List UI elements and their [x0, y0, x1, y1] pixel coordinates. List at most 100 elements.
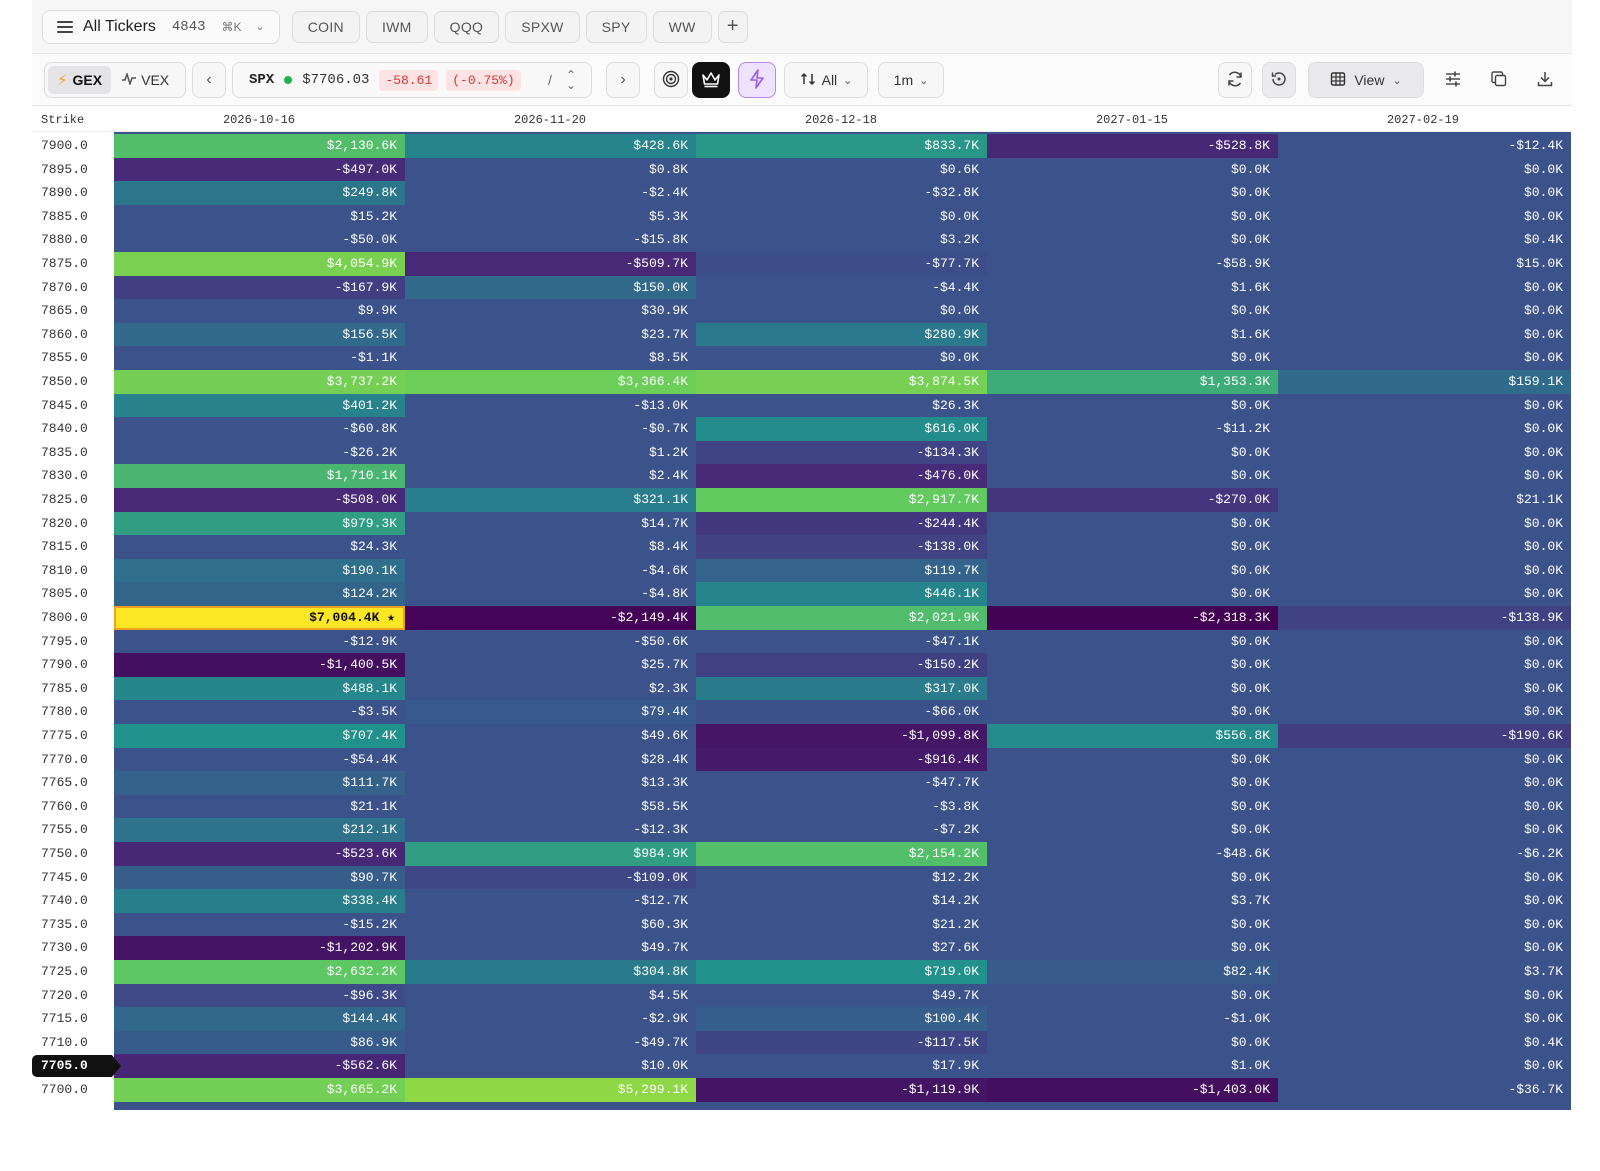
- heatmap-cell[interactable]: -$509.7K: [405, 252, 696, 276]
- table-row[interactable]: 7845.0 $401.2K -$13.0K $26.3K $0.0K $0.0K: [32, 393, 1572, 418]
- heatmap-cell[interactable]: -$13.0K: [405, 393, 696, 418]
- heatmap-cell[interactable]: $124.2K: [114, 582, 405, 607]
- heatmap-cell[interactable]: $100.4K: [696, 1007, 987, 1032]
- table-row[interactable]: 7875.0 $4,054.9K -$509.7K -$77.7K -$58.9K $15…: [32, 252, 1572, 276]
- king-node-cell[interactable]: $7,004.4K ★: [114, 606, 405, 630]
- heatmap-cell[interactable]: -$2.4K: [405, 181, 696, 206]
- heatmap-cell[interactable]: $4.5K: [405, 983, 696, 1008]
- heatmap-cell[interactable]: $0.0K: [987, 794, 1278, 819]
- table-row[interactable]: 7830.0 $1,710.1K $2.4K -$476.0K $0.0K $0.0K: [32, 464, 1572, 489]
- heatmap-cell[interactable]: -$66.0K: [696, 700, 987, 725]
- heatmap-cell[interactable]: $15.2K: [114, 204, 405, 229]
- heatmap-cell[interactable]: $5.3K: [405, 204, 696, 229]
- heatmap-cell[interactable]: $17.9K: [696, 1054, 987, 1079]
- heatmap-cell[interactable]: -$4.4K: [696, 275, 987, 300]
- heatmap-cell[interactable]: $0.0K: [987, 346, 1278, 371]
- gex-toggle[interactable]: ⚡ GEX: [48, 66, 112, 94]
- heatmap-cell[interactable]: $1,710.1K: [114, 464, 405, 489]
- heatmap-cell[interactable]: -$1.0K: [987, 1007, 1278, 1032]
- heatmap-cell[interactable]: -$109.0K: [405, 865, 696, 890]
- table-row[interactable]: 7700.0 $3,665.2K $5,299.1K -$1,119.9K -$1,40…: [32, 1078, 1572, 1102]
- heatmap-cell[interactable]: $0.0K: [1278, 912, 1571, 937]
- expiration-header[interactable]: 2026-12-18: [804, 113, 877, 127]
- previous-button[interactable]: ‹: [192, 62, 226, 98]
- table-row[interactable]: 7715.0 $144.4K -$2.9K $100.4K -$1.0K $0.0K: [32, 1007, 1572, 1032]
- heatmap-cell[interactable]: $4,054.9K: [114, 252, 405, 276]
- heatmap-cell[interactable]: $979.3K: [114, 511, 405, 536]
- heatmap-cell[interactable]: $26.3K: [696, 393, 987, 418]
- heatmap-cell[interactable]: $49.7K: [696, 983, 987, 1008]
- heatmap-cell[interactable]: $13.3K: [405, 771, 696, 796]
- heatmap-cell[interactable]: $14.2K: [696, 889, 987, 914]
- heatmap-cell[interactable]: $428.6K: [405, 134, 696, 158]
- heatmap-cell[interactable]: -$150.2K: [696, 653, 987, 678]
- heatmap-cell[interactable]: $304.8K: [405, 960, 696, 984]
- all-tickers-button[interactable]: All Tickers 4843 ⌘K ⌄: [42, 9, 280, 44]
- download-button[interactable]: [1528, 62, 1562, 98]
- crown-button[interactable]: [692, 62, 730, 98]
- heatmap-cell[interactable]: $0.0K: [987, 983, 1278, 1008]
- heatmap-cell[interactable]: $0.0K: [696, 346, 987, 371]
- heatmap-cell[interactable]: $0.0K: [987, 582, 1278, 607]
- table-row[interactable]: 7850.0 $3,737.2K $3,366.4K $3,874.5K $1,353.…: [32, 370, 1572, 394]
- heatmap-cell[interactable]: $0.0K: [1278, 1054, 1571, 1079]
- expiration-header[interactable]: 2027-02-19: [1386, 113, 1459, 127]
- heatmap-cell[interactable]: $1,353.3K: [987, 370, 1278, 394]
- heatmap-cell[interactable]: -$117.5K: [696, 1030, 987, 1055]
- heatmap-cell[interactable]: $156.5K: [114, 322, 405, 347]
- heatmap-cell[interactable]: $0.0K: [987, 771, 1278, 796]
- heatmap-cell[interactable]: $111.7K: [114, 771, 405, 796]
- heatmap-cell[interactable]: $0.0K: [1278, 818, 1571, 843]
- flash-button[interactable]: [738, 62, 776, 98]
- heatmap-cell[interactable]: -$47.7K: [696, 771, 987, 796]
- heatmap-cell[interactable]: -$15.2K: [114, 912, 405, 937]
- table-row[interactable]: 7890.0 $249.8K -$2.4K -$32.8K $0.0K $0.0K: [32, 181, 1572, 206]
- table-row[interactable]: 7745.0 $90.7K -$109.0K $12.2K $0.0K $0.0K: [32, 865, 1572, 890]
- heatmap-cell[interactable]: $0.0K: [1278, 275, 1571, 300]
- view-dropdown[interactable]: View ⌄: [1308, 62, 1424, 98]
- heatmap-cell[interactable]: $0.0K: [987, 464, 1278, 489]
- table-row[interactable]: 7780.0 -$3.5K $79.4K -$66.0K $0.0K $0.0K: [32, 700, 1572, 725]
- ticker-tab-qqq[interactable]: QQQ: [433, 10, 500, 43]
- heatmap-cell[interactable]: $14.7K: [405, 511, 696, 536]
- heatmap-cell[interactable]: -$528.8K: [987, 134, 1278, 158]
- heatmap-cell[interactable]: -$1,119.9K: [696, 1078, 987, 1102]
- heatmap-cell[interactable]: -$54.4K: [114, 747, 405, 772]
- heatmap-cell[interactable]: $707.4K: [114, 724, 405, 748]
- heatmap-cell[interactable]: $0.0K: [1278, 511, 1571, 536]
- heatmap-cell[interactable]: $719.0K: [696, 960, 987, 984]
- table-row[interactable]: 7705.0 -$562.6K $10.0K $17.9K $1.0K $0.0K: [32, 1054, 1572, 1079]
- heatmap-cell[interactable]: -$49.7K: [405, 1030, 696, 1055]
- heatmap-cell[interactable]: $21.1K: [114, 794, 405, 819]
- heatmap-cell[interactable]: $0.0K: [1278, 558, 1571, 583]
- ticker-tab-iwm[interactable]: IWM: [365, 10, 428, 43]
- heatmap-cell[interactable]: $30.9K: [405, 299, 696, 324]
- heatmap-cell[interactable]: -$476.0K: [696, 464, 987, 489]
- heatmap-cell[interactable]: $0.0K: [987, 393, 1278, 418]
- table-row[interactable]: 7835.0 -$26.2K $1.2K -$134.3K $0.0K $0.0K: [32, 440, 1572, 465]
- heatmap-cell[interactable]: $2.4K: [405, 464, 696, 489]
- expiration-header[interactable]: 2026-11-20: [513, 113, 586, 127]
- heatmap-cell[interactable]: -$12.9K: [114, 629, 405, 654]
- heatmap-cell[interactable]: $0.0K: [987, 865, 1278, 890]
- heatmap-cell[interactable]: $144.4K: [114, 1007, 405, 1032]
- table-row[interactable]: 7870.0 -$167.9K $150.0K -$4.4K $1.6K $0.0K: [32, 275, 1572, 300]
- heatmap-cell[interactable]: $0.0K: [1278, 346, 1571, 371]
- heatmap-cell[interactable]: $58.5K: [405, 794, 696, 819]
- heatmap-cell[interactable]: $0.0K: [987, 653, 1278, 678]
- table-row[interactable]: 7855.0 -$1.1K $8.5K $0.0K $0.0K $0.0K: [32, 346, 1572, 371]
- heatmap-cell[interactable]: $616.0K: [696, 417, 987, 442]
- table-row[interactable]: 7750.0 -$523.6K $984.9K $2,154.2K -$48.6K -$6…: [32, 842, 1572, 866]
- heatmap-cell[interactable]: $0.0K: [1278, 676, 1571, 701]
- heatmap-cell[interactable]: $446.1K: [696, 582, 987, 607]
- heatmap-cell[interactable]: $556.8K: [987, 724, 1278, 748]
- heatmap-cell[interactable]: -$1,099.8K: [696, 724, 987, 748]
- heatmap-cell[interactable]: -$48.6K: [987, 842, 1278, 866]
- heatmap-cell[interactable]: -$1.1K: [114, 346, 405, 371]
- heatmap-cell[interactable]: $0.0K: [1278, 322, 1571, 347]
- heatmap-cell[interactable]: $1.6K: [987, 322, 1278, 347]
- heatmap-cell[interactable]: -$96.3K: [114, 983, 405, 1008]
- heatmap-cell[interactable]: $249.8K: [114, 181, 405, 206]
- settings-sliders-button[interactable]: [1436, 62, 1470, 98]
- heatmap-cell[interactable]: $0.0K: [1278, 747, 1571, 772]
